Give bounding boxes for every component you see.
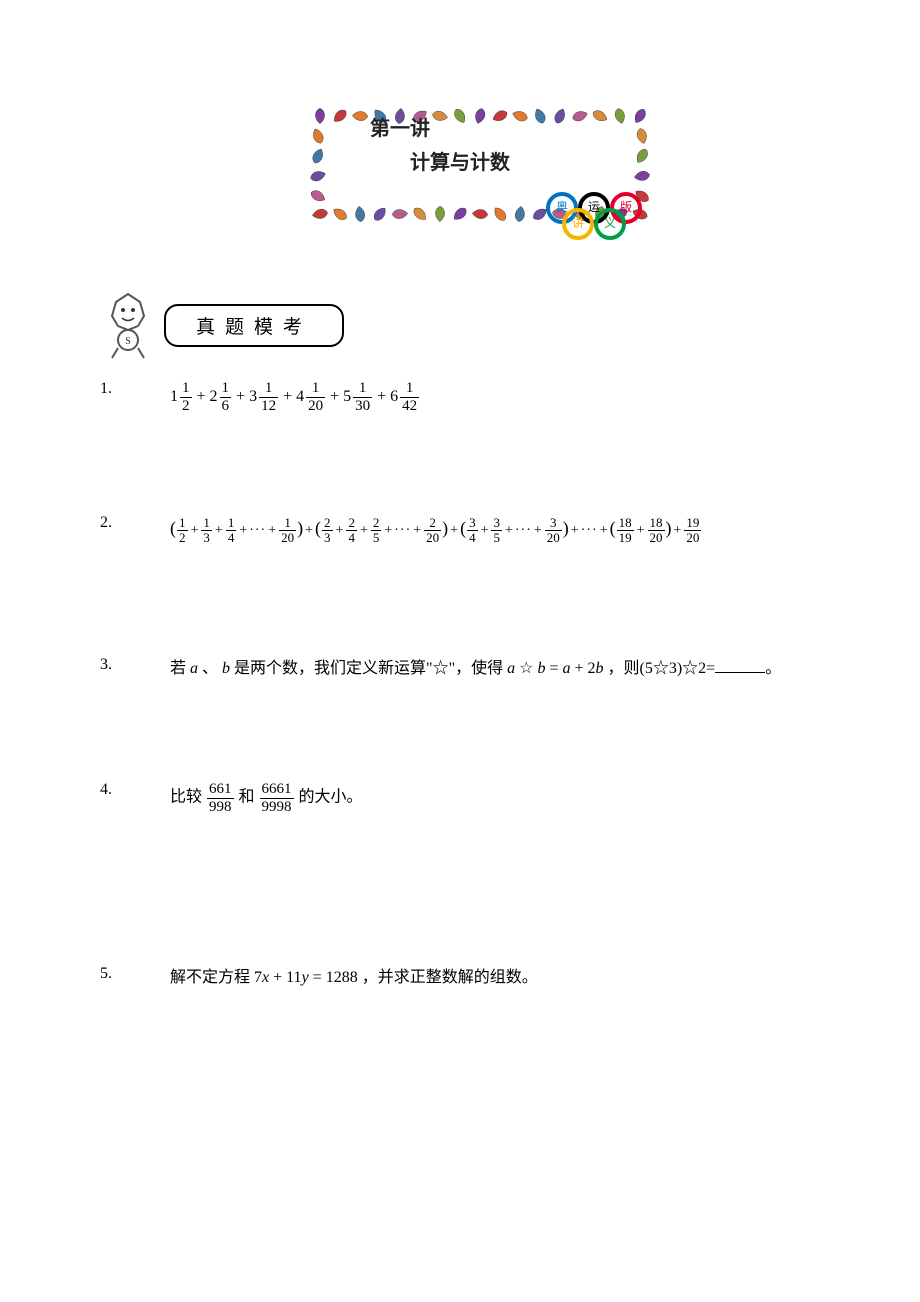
lesson-title: 计算与计数 [410,146,510,175]
problem-body: 比较 661998 和 66619998 的大小。 [170,781,860,815]
problem-1: 1. 112+216+3112+4120+5130+6142 [100,380,860,414]
problem-body: 112+216+3112+4120+5130+6142 [170,380,860,414]
problem-body: 解不定方程 7x + 11y = 1288 ，并求正整数解的组数。 [170,965,860,991]
problem-number: 2. [100,514,130,532]
problem-number: 3. [100,656,130,674]
problem-3: 3. 若 a 、 b 是两个数，我们定义新运算"☆"，使得 a ☆ b = a … [100,656,860,682]
problem-2: 2. (12+13+14+···+120)+(23+24+25+···+220)… [100,514,860,546]
problem-body: 若 a 、 b 是两个数，我们定义新运算"☆"，使得 a ☆ b = a + 2… [170,656,860,682]
problem-5: 5. 解不定方程 7x + 11y = 1288 ，并求正整数解的组数。 [100,965,860,991]
svg-text:奥: 奥 [556,200,568,214]
problem-list: 1. 112+216+3112+4120+5130+6142 2. (12+13… [100,380,860,991]
svg-text:运: 运 [588,200,600,214]
lesson-number: 第一讲 [370,112,430,141]
section-label: 真题模考 [164,304,344,347]
lesson-banner: 第一讲 计算与计数 奥 运 版 讲 义 [280,100,680,250]
problem-number: 5. [100,965,130,983]
problem-number: 4. [100,781,130,799]
section-header: S 真题模考 [100,290,860,360]
problem-4: 4. 比较 661998 和 66619998 的大小。 [100,781,860,815]
problem-number: 1. [100,380,130,398]
mascot-icon: S [100,290,156,360]
olympic-rings-icon: 奥 运 版 讲 义 [544,190,644,246]
svg-text:版: 版 [620,200,632,214]
svg-text:讲: 讲 [572,215,584,230]
svg-text:义: 义 [604,216,616,230]
svg-text:S: S [125,336,131,347]
problem-body: (12+13+14+···+120)+(23+24+25+···+220)+(3… [170,514,860,546]
